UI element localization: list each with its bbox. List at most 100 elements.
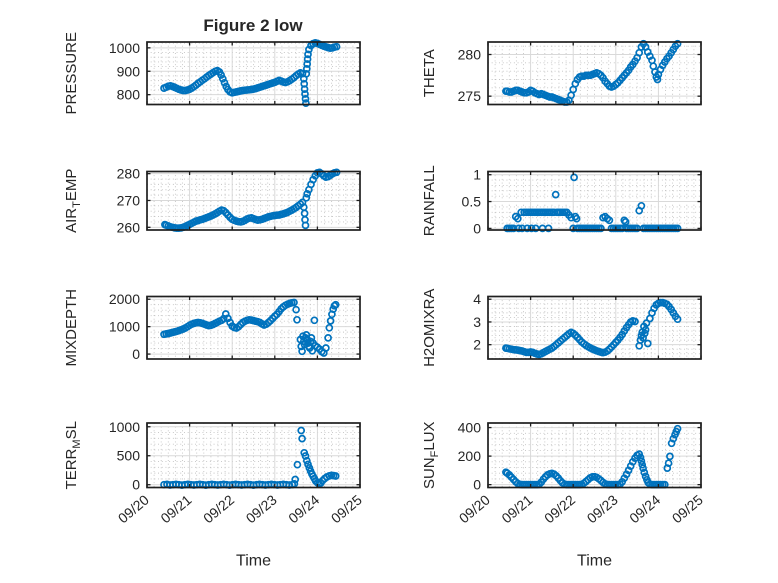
y-tick-label: 260 [117, 219, 141, 235]
y-tick-label: 200 [458, 448, 482, 464]
y-axis-label-pressure: PRESSURE [63, 32, 80, 115]
x-tick-label: 09/24 [626, 491, 663, 526]
data-point [639, 464, 647, 473]
data-point [291, 475, 300, 484]
major-grid [488, 296, 701, 359]
data-point [637, 201, 646, 210]
data-points [160, 39, 341, 107]
x-tick-label: 09/20 [115, 491, 152, 526]
data-point [640, 329, 649, 338]
data-point [332, 42, 341, 51]
y-axis-label-subscript: F [429, 450, 441, 457]
data-point [551, 190, 560, 199]
data-point [292, 305, 300, 314]
data-points [503, 173, 682, 233]
x-tick-label: 09/22 [541, 491, 578, 526]
y-axis-label-text: RAINFALL [421, 165, 438, 236]
data-point [300, 85, 309, 93]
y-axis-label-text: TERR [63, 448, 80, 489]
data-point [605, 216, 614, 225]
y-axis-label-terr_msl: TERRMSL [63, 421, 83, 489]
data-point [218, 74, 227, 83]
data-point [517, 208, 526, 217]
x-tick-label: 09/24 [285, 491, 322, 526]
data-point [298, 347, 306, 356]
y-axis-label-text: MIXDEPTH [63, 289, 80, 367]
axes-box [487, 422, 702, 489]
y-tick-label: 0 [132, 477, 140, 493]
y-axis-label-subscript: T [71, 201, 83, 208]
axes-box [146, 41, 361, 106]
y-tick-label: 500 [117, 448, 141, 464]
y-tick-label: 1000 [109, 40, 140, 56]
data-point [298, 198, 307, 207]
data-point [673, 39, 682, 48]
data-point [302, 99, 310, 107]
data-point [302, 69, 311, 78]
y-axis-label-text: AIR [63, 208, 80, 233]
minor-grid [147, 296, 360, 359]
figure-title: Figure 2 low [203, 16, 303, 35]
y-tick-label: 800 [117, 87, 141, 103]
y-axis-label-text: THETA [421, 49, 438, 97]
data-point [302, 456, 311, 465]
data-point [514, 224, 523, 233]
y-tick-label: 0 [132, 346, 140, 362]
x-tick-label: 09/20 [456, 491, 493, 526]
y-tick-label: 1000 [109, 419, 140, 435]
y-tick-label: 1000 [109, 319, 140, 335]
data-point [331, 300, 340, 309]
axes-box [487, 41, 702, 106]
tick-marks [487, 296, 702, 359]
data-point [293, 315, 301, 324]
y-tick-label: 1 [473, 167, 481, 183]
data-point [297, 426, 306, 435]
y-tick-label: 4 [473, 291, 481, 307]
y-axis-label-air_temp: AIRTEMP [63, 169, 83, 233]
data-point [304, 460, 312, 469]
data-point [302, 193, 311, 202]
data-point [638, 460, 647, 469]
data-point [643, 339, 652, 348]
data-point [673, 224, 682, 233]
y-axis-label-mixdepth: MIXDEPTH [63, 289, 80, 367]
data-points [161, 168, 341, 232]
subplot-mixdepth: 0 1000 2000 MIXDEPTH [63, 289, 361, 367]
y-axis-label-text: SL [63, 421, 80, 439]
data-point [301, 221, 310, 230]
data-points [160, 298, 340, 357]
x-tick-label: 09/21 [498, 491, 535, 526]
data-point [570, 173, 578, 182]
tick-marks [146, 296, 361, 359]
data-point [217, 71, 225, 79]
tick-marks [487, 423, 702, 488]
x-tick-label: 09/25 [328, 491, 365, 526]
y-axis-label-subscript: M [71, 439, 83, 448]
data-point [664, 459, 673, 468]
minor-grid [488, 171, 701, 230]
tick-marks [146, 171, 361, 230]
data-point [302, 65, 311, 73]
data-point [322, 344, 330, 352]
data-point [220, 78, 229, 87]
data-point [572, 214, 581, 223]
axes-box [146, 295, 361, 360]
x-tick-label: 09/25 [669, 491, 706, 526]
data-point [527, 224, 536, 233]
data-point [303, 189, 312, 198]
data-point [631, 317, 639, 326]
data-points [502, 298, 682, 359]
data-point [513, 214, 522, 223]
y-tick-label: 280 [458, 47, 482, 63]
data-point [673, 424, 682, 433]
y-tick-label: 3 [473, 314, 481, 330]
y-axis-label-h2omixra: H2OMIXRA [421, 289, 438, 367]
data-point [293, 460, 302, 469]
subplot-rainfall: 0 0.5 1 RAINFALL [421, 165, 702, 236]
data-point [544, 224, 553, 233]
data-point [298, 434, 306, 443]
y-tick-label: 0 [473, 220, 481, 236]
subplot-pressure: 800 900 1000 PRESSURE [63, 32, 361, 115]
subplot-air_temp: 260 270 280 AIRTEMP [63, 166, 361, 235]
